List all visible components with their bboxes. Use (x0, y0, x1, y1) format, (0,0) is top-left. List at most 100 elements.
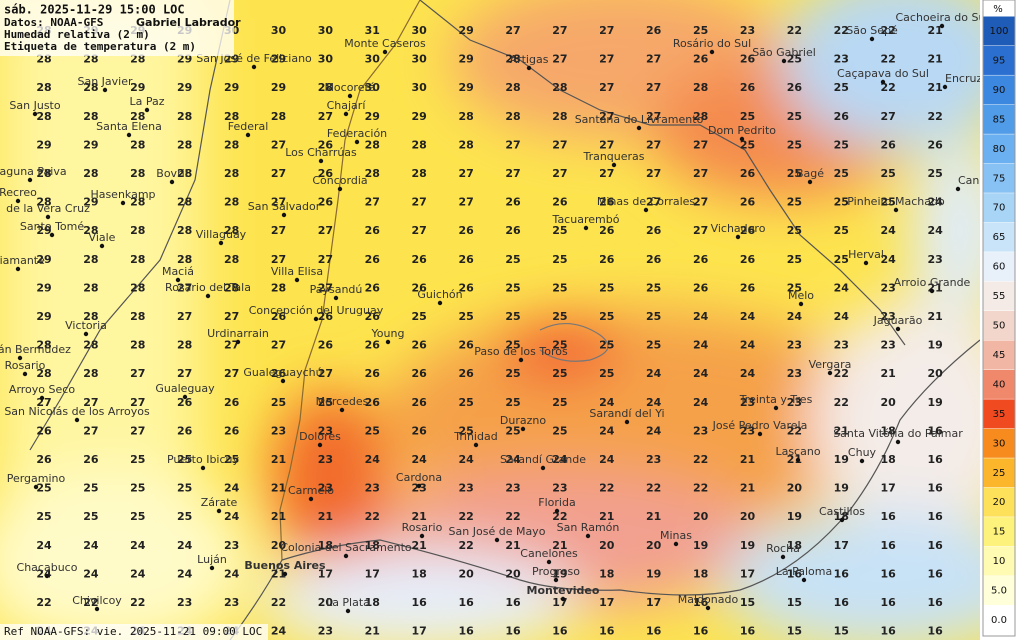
city-dot (798, 301, 804, 307)
city-dot (200, 465, 206, 471)
city-dot (801, 577, 807, 583)
city-dot (939, 23, 945, 29)
city-dot (102, 87, 108, 93)
city-name: Chivilcoy (72, 594, 122, 607)
city-dot (494, 537, 500, 543)
temperature-label: 27 (177, 281, 192, 294)
city-name: Buenos Aires (244, 559, 326, 572)
temperature-label: 21 (271, 510, 286, 523)
temperature-label: 28 (83, 367, 98, 380)
temperature-label: 22 (552, 510, 567, 523)
temperature-label: 23 (834, 339, 849, 352)
temperature-label: 16 (927, 424, 943, 437)
city-name: Guichón (417, 288, 462, 301)
temperature-label: 17 (881, 482, 896, 495)
city-name: Federal (228, 120, 269, 133)
temperature-label: 27 (271, 253, 286, 266)
temperature-label: 26 (412, 281, 428, 294)
city-dot (175, 277, 181, 283)
temperature-label: 24 (365, 453, 381, 466)
legend-label: 0.0 (991, 615, 1007, 626)
temperature-label: 26 (646, 253, 662, 266)
temperature-label: 26 (740, 281, 756, 294)
temperature-label: 25 (599, 281, 614, 294)
city-dot (518, 357, 524, 363)
city-dot (757, 431, 763, 437)
temperature-label: 27 (552, 24, 567, 37)
title: sáb. 2025-11-29 15:00 LOC (4, 3, 185, 17)
city-dot (209, 565, 215, 571)
city-name: Bagé (796, 167, 824, 180)
city-name: Artigas (510, 53, 549, 66)
city-dot (636, 125, 642, 131)
temperature-label: 30 (271, 24, 287, 37)
city-dot (308, 496, 314, 502)
temperature-label: 16 (740, 625, 756, 638)
legend-label: 50 (993, 321, 1006, 332)
temperature-label: 20 (505, 567, 521, 580)
temperature-label: 16 (881, 567, 897, 580)
temperature-label: 24 (599, 453, 615, 466)
temperature-label: 26 (927, 138, 943, 151)
temperature-label: 23 (552, 482, 567, 495)
city-name: Arroio Grande (894, 276, 971, 289)
temperature-label: 25 (927, 167, 942, 180)
city-dot (22, 371, 28, 377)
city-dot (955, 186, 961, 192)
temperature-label: 25 (881, 196, 896, 209)
city-name: Santa Vitória do Palmar (833, 427, 963, 440)
temperature-label: 24 (224, 482, 240, 495)
city-dot (343, 111, 349, 117)
temperature-label: 18 (365, 596, 380, 609)
city-name: Florida (538, 496, 575, 509)
temperature-label: 26 (365, 224, 381, 237)
city-dot (540, 465, 546, 471)
temperature-label: 16 (693, 596, 709, 609)
city-name: Viale (89, 231, 116, 244)
temperature-label: 28 (83, 281, 98, 294)
city-name: San Justo (9, 99, 60, 112)
temperature-label: 26 (505, 224, 521, 237)
city-dot (343, 553, 349, 559)
temperature-label: 25 (177, 482, 192, 495)
temperature-label: 27 (599, 167, 614, 180)
temperature-label: 15 (834, 625, 849, 638)
temperature-label: 27 (83, 424, 98, 437)
temperature-label: 28 (83, 224, 98, 237)
temperature-label: 19 (740, 539, 755, 552)
city-dot (673, 541, 679, 547)
borders (29, 0, 981, 641)
temperature-label: 29 (458, 24, 473, 37)
city-name: Montevideo (527, 584, 600, 597)
temperature-label: 24 (552, 453, 568, 466)
temperature-label: 16 (646, 625, 662, 638)
temperature-label: 16 (927, 482, 943, 495)
temperature-label: 21 (271, 567, 286, 580)
temperature-label: 22 (365, 510, 380, 523)
city-name: Arroyo Seco (9, 383, 75, 396)
temperature-label: 21 (552, 539, 567, 552)
temperature-label: 26 (787, 81, 803, 94)
temperature-label: 24 (130, 567, 146, 580)
temperature-label: 25 (552, 310, 567, 323)
temperature-label: 20 (787, 482, 803, 495)
legend-label: 65 (993, 232, 1006, 243)
temperature-label: 30 (318, 24, 334, 37)
city-name: La Plata (326, 596, 370, 609)
temperature-label: 26 (740, 81, 756, 94)
temperature-label: 27 (646, 53, 661, 66)
city-dot (526, 65, 532, 71)
temperature-label: 24 (693, 396, 709, 409)
city-dot (473, 442, 479, 448)
city-name: Minas de Corrales (597, 195, 696, 208)
temperature-label: 27 (693, 224, 708, 237)
temperature-label: 26 (458, 367, 474, 380)
temperature-label: 16 (927, 625, 943, 638)
city-name: de la Vera Cruz (6, 202, 90, 215)
temperature-label: 26 (224, 424, 240, 437)
city-dot (280, 378, 286, 384)
city-name: Monte Caseros (344, 37, 426, 50)
temperature-label: 23 (318, 453, 333, 466)
temperature-label: 26 (693, 281, 709, 294)
legend-label: 55 (993, 291, 1006, 302)
